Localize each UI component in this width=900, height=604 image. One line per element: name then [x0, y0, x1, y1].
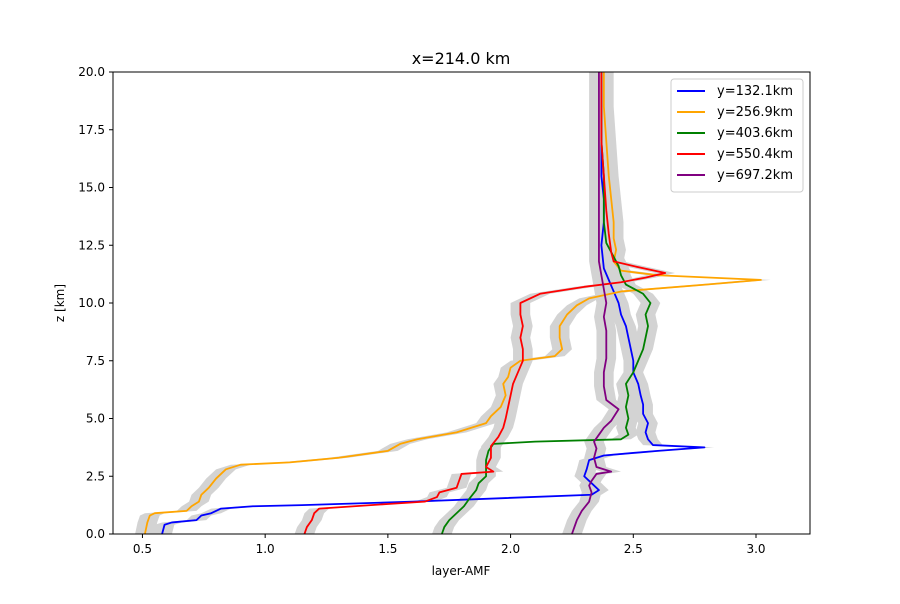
x-tick-label: 1.0	[256, 542, 275, 556]
x-tick-label: 0.5	[133, 542, 152, 556]
y-tick-label: 7.5	[86, 354, 105, 368]
x-tick-label: 3.0	[746, 542, 765, 556]
y-tick-label: 12.5	[78, 238, 105, 252]
y-tick-label: 15.0	[78, 181, 105, 195]
legend-label: y=132.1km	[717, 84, 793, 99]
series-line-3	[441, 72, 652, 535]
y-tick-label: 20.0	[78, 65, 105, 79]
x-tick-label: 2.5	[624, 542, 643, 556]
x-axis-label: layer-AMF	[432, 564, 491, 578]
legend-label: y=256.9km	[717, 105, 793, 120]
series-line-5	[571, 72, 620, 535]
series-lines	[144, 72, 762, 535]
legend-label: y=550.4km	[717, 147, 793, 162]
x-axis-ticks: 0.5 1.0 1.5 2.0 2.5 3.0	[133, 534, 766, 556]
legend-label: y=403.6km	[717, 126, 793, 141]
y-tick-label: 5.0	[86, 412, 105, 426]
series-line-4	[303, 72, 667, 535]
chart-title: x=214.0 km	[412, 49, 511, 68]
y-tick-label: 0.0	[86, 527, 105, 541]
y-axis-ticks: 0.0 2.5 5.0 7.5 10.0 12.5 15.0 17.5 20.0	[78, 65, 113, 541]
series-line-1	[161, 72, 706, 535]
y-axis-label: z [km]	[53, 284, 67, 322]
y-tick-label: 2.5	[86, 469, 105, 483]
y-tick-label: 17.5	[78, 123, 105, 137]
legend-label: y=697.2km	[717, 168, 793, 183]
legend: y=132.1km y=256.9km y=403.6km y=550.4km y=69…	[670, 78, 804, 193]
x-tick-label: 2.0	[501, 542, 520, 556]
legend-box	[670, 78, 804, 193]
y-tick-label: 10.0	[78, 296, 105, 310]
x-tick-label: 1.5	[378, 542, 397, 556]
